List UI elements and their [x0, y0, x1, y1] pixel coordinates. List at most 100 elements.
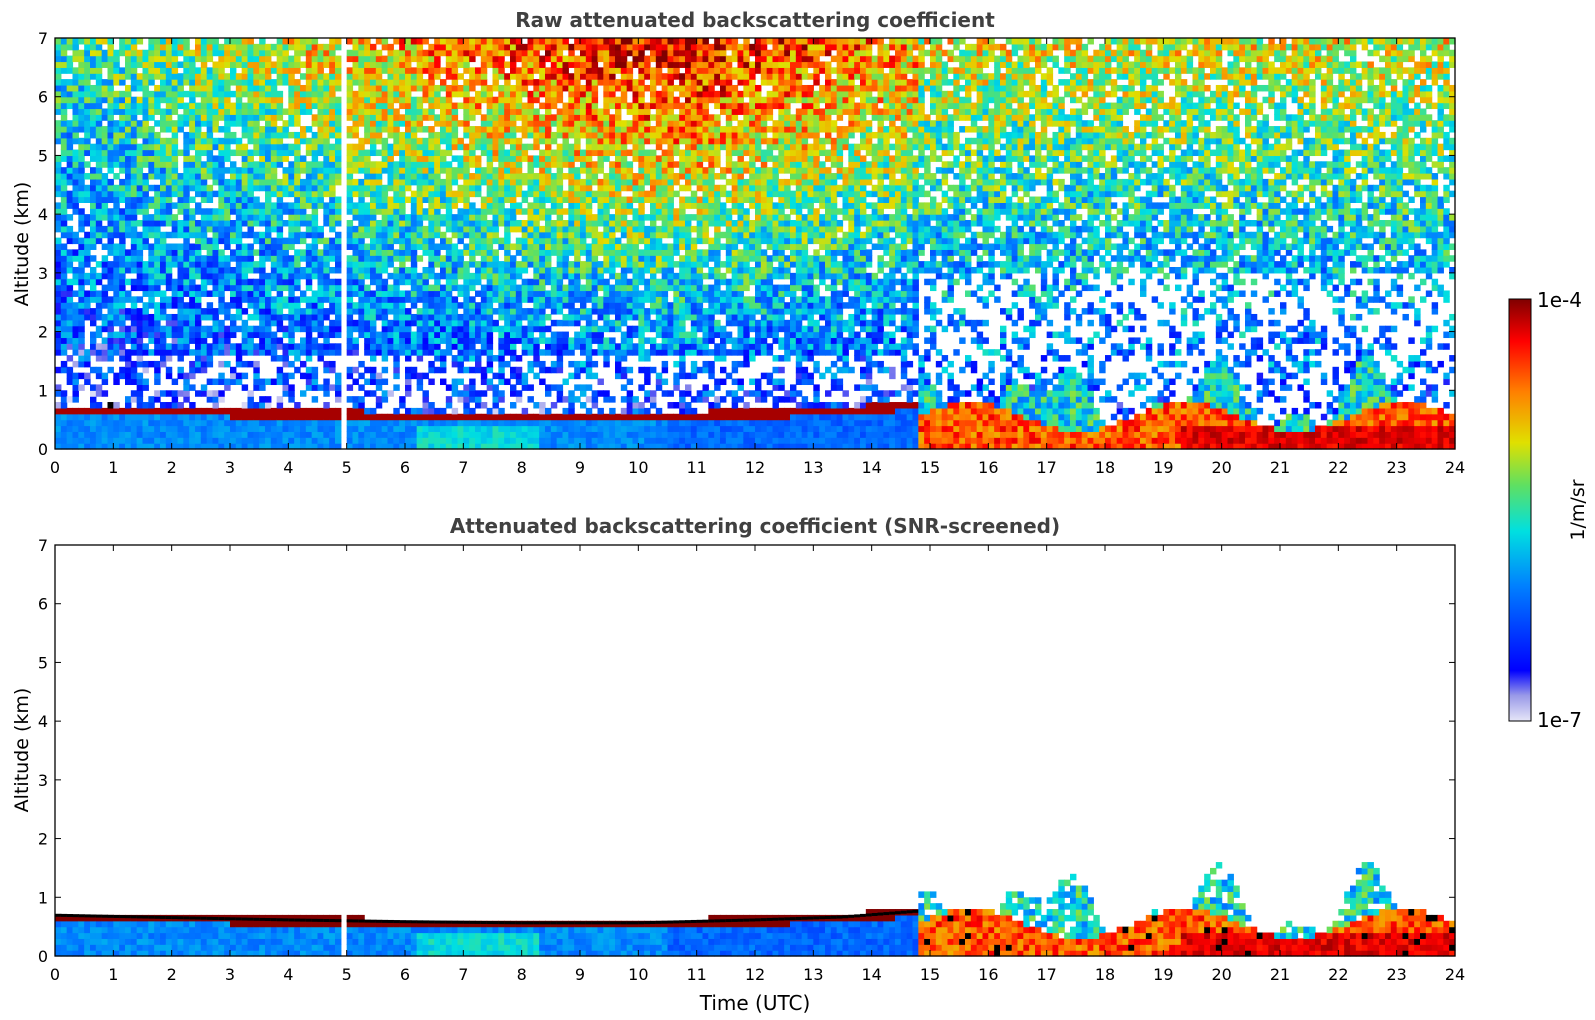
- heatmap-cell: [212, 61, 219, 68]
- heatmap-cell: [189, 407, 196, 415]
- heatmap-cell: [55, 155, 62, 162]
- heatmap-cell: [235, 38, 243, 45]
- heatmap-cell: [259, 90, 266, 98]
- heatmap-cell: [282, 202, 289, 209]
- heatmap-cell: [154, 90, 161, 98]
- heatmap-cell: [119, 231, 126, 239]
- heatmap-cell: [305, 167, 313, 174]
- heatmap-cell: [364, 319, 371, 327]
- heatmap-cell: [346, 202, 354, 209]
- heatmap-cell: [364, 178, 371, 186]
- heatmap-cell: [428, 413, 435, 421]
- heatmap-cell: [434, 231, 441, 239]
- heatmap-cell: [241, 61, 249, 68]
- heatmap-cell: [165, 319, 173, 327]
- heatmap-cell: [375, 196, 383, 203]
- heatmap-cell: [130, 278, 138, 286]
- heatmap-cell: [539, 266, 546, 274]
- heatmap-cell: [498, 413, 505, 421]
- heatmap-cell: [84, 296, 91, 303]
- heatmap-cell: [55, 73, 62, 80]
- heatmap-cell: [335, 278, 342, 286]
- heatmap-cell: [515, 90, 523, 98]
- heatmap-cell: [230, 302, 237, 309]
- heatmap-cell: [107, 84, 114, 92]
- heatmap-cell: [370, 114, 377, 121]
- heatmap-cell: [445, 38, 453, 45]
- heatmap-cell: [381, 437, 389, 444]
- heatmap-cell: [276, 402, 284, 409]
- heatmap-cell: [55, 208, 62, 215]
- heatmap-cell: [498, 102, 505, 110]
- heatmap-cell: [189, 360, 196, 368]
- heatmap-cell: [422, 443, 429, 450]
- heatmap-cell: [410, 237, 418, 245]
- heatmap-cell: [200, 272, 208, 280]
- heatmap-cell: [311, 161, 319, 168]
- heatmap-cell: [358, 243, 365, 250]
- heatmap-cell: [200, 190, 208, 198]
- heatmap-cell: [463, 390, 470, 397]
- heatmap-cell: [294, 355, 301, 362]
- heatmap-cell: [498, 313, 505, 321]
- heatmap-cell: [200, 278, 208, 286]
- heatmap-cell: [416, 61, 424, 68]
- heatmap-cell: [195, 237, 202, 245]
- heatmap-cell: [177, 419, 184, 427]
- heatmap-cell: [189, 272, 196, 280]
- heatmap-cell: [212, 255, 219, 262]
- heatmap-cell: [177, 355, 184, 362]
- heatmap-cell: [247, 90, 254, 98]
- heatmap-cell: [66, 249, 74, 256]
- heatmap-cell: [317, 202, 324, 209]
- heatmap-cell: [206, 43, 214, 51]
- heatmap-cell: [282, 249, 289, 256]
- heatmap-cell: [393, 284, 400, 292]
- heatmap-cell: [200, 161, 208, 168]
- heatmap-cell: [364, 167, 371, 174]
- heatmap-cell: [95, 161, 103, 168]
- heatmap-cell: [276, 55, 284, 63]
- heatmap-cell: [230, 325, 237, 333]
- heatmap-cell: [212, 167, 219, 174]
- heatmap-cell: [195, 390, 202, 397]
- heatmap-cell: [177, 372, 184, 380]
- heatmap-cell: [387, 184, 394, 192]
- heatmap-cell: [370, 372, 377, 380]
- heatmap-cell: [335, 161, 342, 168]
- heatmap-cell: [183, 437, 190, 444]
- heatmap-cell: [504, 331, 511, 339]
- heatmap-cell: [218, 161, 225, 168]
- heatmap-cell: [113, 155, 120, 162]
- heatmap-cell: [95, 343, 103, 350]
- heatmap-cell: [60, 79, 68, 86]
- heatmap-cell: [142, 196, 149, 203]
- heatmap-cell: [428, 284, 435, 292]
- panel1-heatmap: [55, 38, 1456, 450]
- heatmap-cell: [270, 272, 278, 280]
- heatmap-cell: [375, 437, 383, 444]
- heatmap-cell: [107, 208, 114, 215]
- heatmap-cell: [72, 437, 79, 444]
- heatmap-cell: [288, 38, 295, 45]
- heatmap-cell: [370, 90, 377, 98]
- heatmap-cell: [457, 396, 464, 403]
- heatmap-cell: [317, 73, 324, 80]
- heatmap-cell: [154, 319, 161, 327]
- heatmap-cell: [527, 108, 534, 115]
- heatmap-cell: [539, 231, 546, 239]
- heatmap-cell: [195, 102, 202, 110]
- heatmap-cell: [387, 108, 394, 115]
- heatmap-cell: [288, 90, 295, 98]
- heatmap-cell: [195, 337, 202, 344]
- heatmap-cell: [510, 167, 517, 174]
- heatmap-cell: [276, 220, 284, 227]
- heatmap-cell: [160, 407, 167, 415]
- heatmap-cell: [253, 114, 260, 121]
- heatmap-cell: [253, 61, 260, 68]
- heatmap-cell: [469, 79, 476, 86]
- heatmap-cell: [381, 126, 389, 133]
- heatmap-cell: [177, 173, 184, 180]
- heatmap-cell: [533, 214, 540, 221]
- heatmap-cell: [154, 443, 161, 450]
